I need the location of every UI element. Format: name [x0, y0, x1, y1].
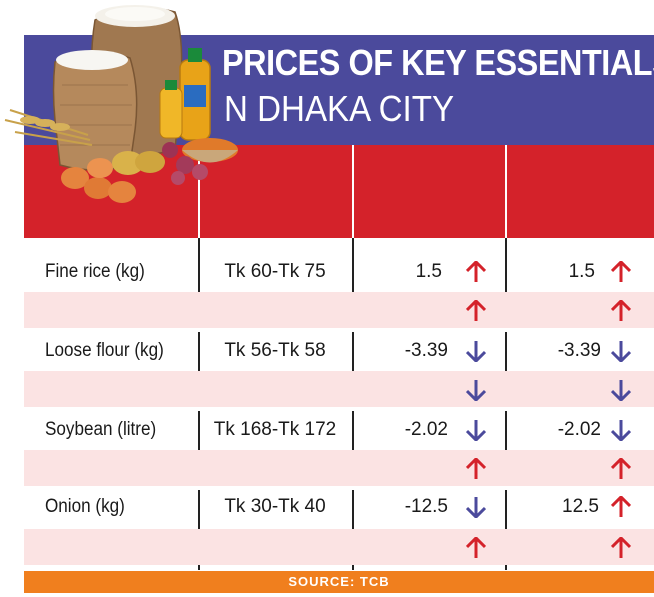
source-label: SOURCE: TCB: [288, 574, 390, 589]
arrow-up-icon: [610, 535, 632, 559]
arrow-up-icon: [465, 298, 487, 322]
item-label: Onion (kg): [45, 496, 125, 517]
arrow-down-icon: [465, 340, 487, 364]
price-range: Tk 60-Tk 75: [224, 261, 326, 282]
arrow-up-icon: [465, 456, 487, 480]
arrow-down-icon: [610, 379, 632, 403]
arrow-up-icon: [610, 456, 632, 480]
arrow-down-icon: [465, 379, 487, 403]
change-value: -2.02: [404, 419, 448, 440]
column-divider: [198, 490, 200, 529]
column-divider: [505, 411, 507, 450]
arrow-up-icon: [610, 259, 632, 283]
change-value: -2.02: [557, 419, 601, 440]
column-divider: [198, 565, 200, 570]
item-label: Fine rice (kg): [45, 261, 145, 282]
arrow-down-icon: [465, 419, 487, 443]
change-value: -3.39: [557, 340, 601, 361]
arrow-down-icon: [610, 419, 632, 443]
arrow-up-icon: [610, 298, 632, 322]
column-divider: [352, 411, 354, 450]
arrow-up-icon: [465, 259, 487, 283]
price-range: Tk 30-Tk 40: [224, 496, 326, 517]
header-divider: [505, 145, 507, 238]
column-divider: [505, 565, 507, 570]
stripe-row: [24, 529, 654, 565]
change-value: 12.5: [562, 496, 599, 517]
source-bar: [24, 571, 654, 593]
page-title: PRICES OF KEY ESSENTIALS: [222, 42, 654, 83]
arrow-up-icon: [610, 494, 632, 518]
header-divider: [352, 145, 354, 238]
item-label: Loose flour (kg): [45, 340, 164, 361]
column-divider: [352, 490, 354, 529]
groceries-illustration: [4, 5, 238, 203]
column-divider: [198, 238, 200, 292]
change-value: 1.5: [568, 261, 595, 282]
column-divider: [352, 565, 354, 570]
stripe-row: [24, 371, 654, 407]
column-divider: [198, 411, 200, 450]
item-label: Soybean (litre): [45, 419, 157, 440]
change-value: -12.5: [404, 496, 448, 517]
stripe-row: [24, 292, 654, 328]
page-subtitle: N DHAKA CITY: [224, 88, 455, 129]
column-divider: [198, 332, 200, 371]
column-divider: [505, 332, 507, 371]
column-divider: [505, 238, 507, 292]
change-value: 1.5: [415, 261, 442, 282]
stripe-row: [24, 450, 654, 486]
header-divider: [198, 145, 200, 238]
arrow-down-icon: [465, 496, 487, 520]
column-divider: [505, 490, 507, 529]
column-divider: [352, 238, 354, 292]
price-range: Tk 56-Tk 58: [224, 340, 326, 361]
column-divider: [352, 332, 354, 371]
arrow-up-icon: [465, 535, 487, 559]
arrow-down-icon: [610, 340, 632, 364]
change-value: -3.39: [404, 340, 448, 361]
price-range: Tk 168-Tk 172: [213, 419, 337, 440]
